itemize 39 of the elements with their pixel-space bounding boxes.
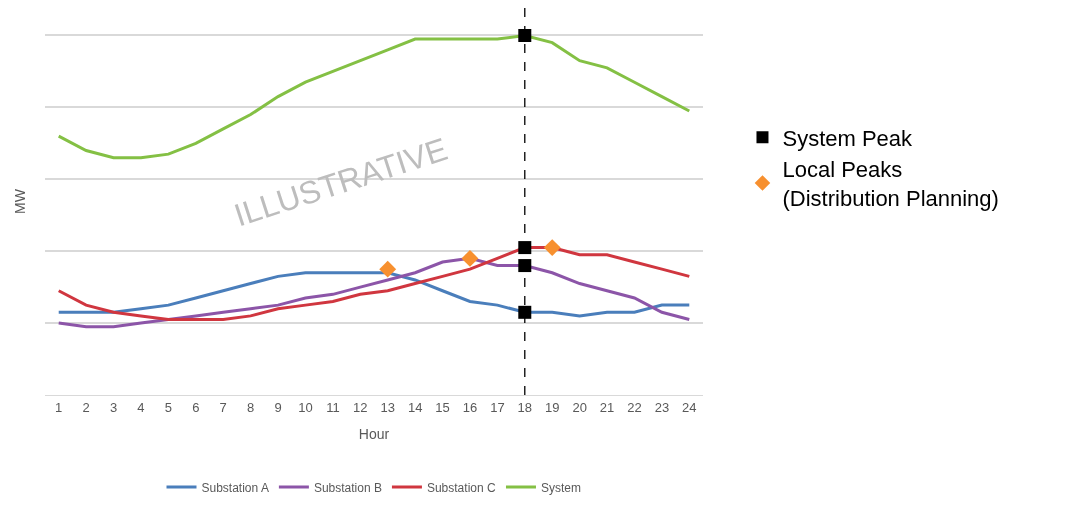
x-tick-label: 5 bbox=[164, 399, 172, 415]
x-tick-label: 13 bbox=[380, 399, 395, 415]
y-axis-title: MW bbox=[11, 188, 28, 214]
x-axis-title: Hour bbox=[358, 425, 390, 442]
x-tick-label: 2 bbox=[82, 399, 90, 415]
point bbox=[518, 241, 532, 255]
x-tick-label: 1 bbox=[55, 399, 63, 415]
point bbox=[379, 260, 397, 278]
point bbox=[518, 259, 532, 273]
x-tick-label: 14 bbox=[407, 399, 423, 415]
x-tick-label: 8 bbox=[247, 399, 255, 415]
x-tick-label: 9 bbox=[274, 399, 282, 415]
legend-label: System bbox=[540, 480, 581, 495]
point bbox=[518, 28, 532, 42]
x-tick-label: 10 bbox=[298, 399, 313, 415]
legend-label: Substation B bbox=[313, 480, 382, 495]
x-tick-label: 6 bbox=[192, 399, 200, 415]
x-tick-label: 7 bbox=[219, 399, 227, 415]
legend-label: Substation A bbox=[201, 480, 269, 495]
x-tick-label: 11 bbox=[326, 399, 340, 415]
x-tick-label: 23 bbox=[654, 399, 670, 415]
point bbox=[461, 249, 479, 267]
x-tick-label: 19 bbox=[544, 399, 560, 415]
legend-label: Substation C bbox=[426, 480, 496, 495]
x-tick-label: 20 bbox=[572, 399, 587, 415]
point bbox=[543, 239, 561, 257]
x-tick-label: 4 bbox=[137, 399, 145, 415]
legend-label: Local Peaks (Distribution Planning) bbox=[782, 157, 999, 211]
x-tick-label: 3 bbox=[109, 399, 118, 415]
x-tick-label: 21 bbox=[599, 399, 615, 415]
x-tick-label: 17 bbox=[490, 399, 505, 415]
point bbox=[518, 305, 532, 319]
x-tick-label: 22 bbox=[627, 399, 642, 415]
x-tick-label: 15 bbox=[435, 399, 450, 415]
x-tick-label: 18 bbox=[517, 399, 533, 415]
legend-label: System Peak bbox=[782, 125, 914, 151]
x-tick-label: 16 bbox=[462, 399, 478, 415]
x-tick-label: 12 bbox=[353, 399, 368, 415]
x-tick-label: 24 bbox=[682, 399, 697, 415]
